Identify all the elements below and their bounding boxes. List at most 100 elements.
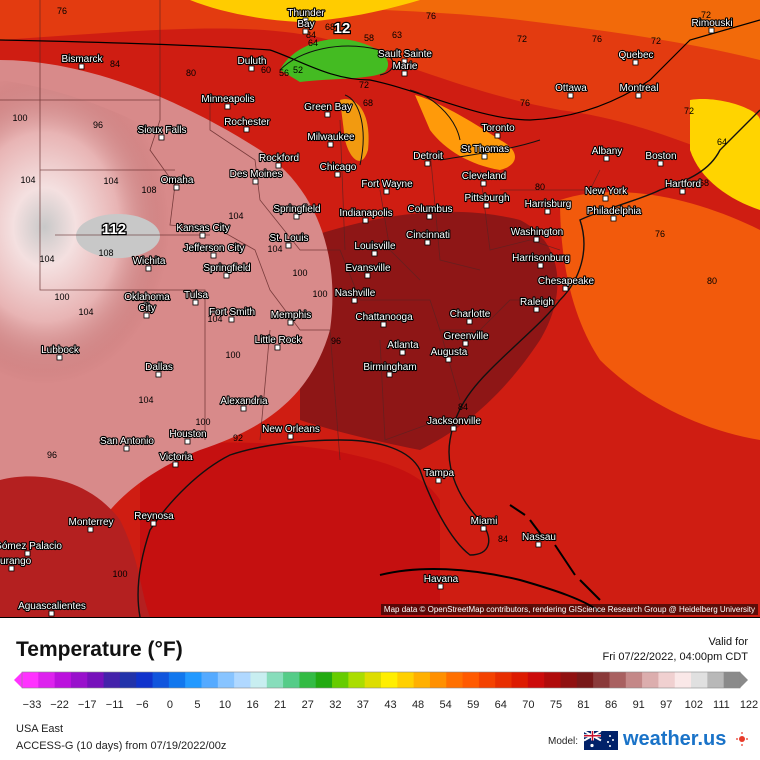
city-marker[interactable]: New Orleans <box>261 423 321 440</box>
city-marker[interactable]: Chicago <box>319 161 358 178</box>
city-marker[interactable]: Alexandria <box>219 395 269 412</box>
city-marker[interactable]: Springfield <box>202 262 252 279</box>
city-marker[interactable]: Fort Wayne <box>360 178 414 195</box>
city-marker[interactable]: Rockford <box>258 152 300 169</box>
brand-logo[interactable]: weather.us <box>623 728 727 750</box>
city-marker[interactable]: Charlotte <box>449 308 492 325</box>
city-dot-icon <box>437 583 444 590</box>
city-marker[interactable]: Rochester <box>223 116 272 133</box>
city-marker[interactable]: New York <box>584 185 629 202</box>
city-marker[interactable]: Tulsa <box>183 289 210 306</box>
city-marker[interactable]: Raleigh <box>519 296 555 313</box>
city-marker[interactable]: Marie <box>391 60 419 77</box>
city-marker[interactable]: Washington <box>510 226 564 243</box>
city-marker[interactable]: Harrisonburg <box>511 252 571 269</box>
city-dot-icon <box>293 213 300 220</box>
city-dot-icon <box>562 285 569 292</box>
city-marker[interactable]: Boston <box>644 150 678 167</box>
city-marker[interactable]: Kansas City <box>175 222 231 239</box>
city-marker[interactable]: Cleveland <box>461 170 507 187</box>
city-marker[interactable]: Duluth <box>236 55 268 72</box>
city-label: Gómez Palacio <box>0 541 62 552</box>
city-marker[interactable]: Greenville <box>442 330 490 347</box>
city-marker[interactable]: Indianapolis <box>338 207 394 224</box>
legend-swatch <box>593 672 610 688</box>
legend-swatch <box>152 672 170 688</box>
legend-tick-label: 37 <box>357 699 369 711</box>
city-label: Philadelphia <box>587 206 642 217</box>
city-label: Augusta <box>431 347 468 358</box>
city-marker[interactable]: Gómez Palacio <box>0 540 63 557</box>
legend-tick-label: 111 <box>713 699 730 711</box>
city-marker[interactable]: Augusta <box>430 346 469 363</box>
city-marker[interactable]: Jefferson City <box>182 242 246 259</box>
city-marker[interactable]: Nassau <box>521 531 557 548</box>
city-dot-icon <box>483 202 490 209</box>
city-marker[interactable]: Aguascalientes <box>17 600 87 617</box>
city-marker[interactable]: Durango <box>0 555 33 572</box>
city-label: Chattanooga <box>355 312 413 323</box>
weather-map[interactable]: 76 84 68 64 58 60 56 52 63 76 72 76 72 72 84 80 72 68 76 80… <box>0 0 760 618</box>
city-marker[interactable]: Atlanta <box>386 339 420 356</box>
city-marker[interactable]: Minneapolis <box>200 93 256 110</box>
legend-swatch <box>103 672 121 688</box>
city-marker[interactable]: Tampa <box>423 467 456 484</box>
city-marker[interactable]: Houston <box>168 428 208 445</box>
city-marker[interactable]: Jacksonville <box>426 415 482 432</box>
city-marker[interactable]: Louisville <box>353 240 397 257</box>
city-marker[interactable]: Rimouski <box>690 17 734 34</box>
mexico-field <box>0 476 150 617</box>
city-marker[interactable]: Oklahoma <box>123 291 171 308</box>
city-marker[interactable]: City <box>137 302 157 319</box>
city-marker[interactable]: Monterrey <box>67 516 115 533</box>
city-marker[interactable]: St Thomas <box>460 143 510 160</box>
city-marker[interactable]: Springfield <box>272 203 322 220</box>
city-marker[interactable]: Hartford <box>664 178 702 195</box>
legend-swatch <box>446 672 464 688</box>
city-marker[interactable]: Columbus <box>406 203 454 220</box>
city-marker[interactable]: Albany <box>591 145 623 162</box>
city-marker[interactable]: Memphis <box>270 309 312 326</box>
city-marker[interactable]: Birmingham <box>362 361 418 378</box>
city-marker[interactable]: Sioux Falls <box>136 124 188 141</box>
city-marker[interactable]: Omaha <box>160 174 195 191</box>
city-marker[interactable]: Wichita <box>132 255 167 272</box>
city-label: Monterrey <box>68 517 113 528</box>
city-marker[interactable]: Montreal <box>618 82 660 99</box>
cuba-coast <box>379 567 601 613</box>
city-marker[interactable]: Bismarck <box>60 53 105 70</box>
legend-tick-label: −22 <box>50 699 69 711</box>
city-marker[interactable]: Nashville <box>334 287 377 304</box>
city-marker[interactable]: Evansville <box>344 262 392 279</box>
city-marker[interactable]: Green Bay <box>303 101 353 118</box>
city-dot-icon <box>199 232 206 239</box>
city-marker[interactable]: Little Rock <box>254 334 303 351</box>
city-marker[interactable]: Thunder <box>286 7 326 24</box>
legend-swatch <box>136 672 154 688</box>
city-marker[interactable]: Des Moines <box>228 168 284 185</box>
city-label: Memphis <box>271 310 312 321</box>
city-marker[interactable]: Havana <box>423 573 460 590</box>
city-marker[interactable]: Miami <box>470 515 498 532</box>
city-marker[interactable]: Chesapeake <box>537 275 596 292</box>
city-marker[interactable]: Ottawa <box>554 82 588 99</box>
city-marker[interactable]: Milwaukee <box>306 131 356 148</box>
city-marker[interactable]: Chattanooga <box>354 311 414 328</box>
city-marker[interactable]: Detroit <box>412 150 444 167</box>
city-marker[interactable]: Sault Sainte <box>377 48 433 65</box>
city-marker[interactable]: Toronto <box>480 122 516 139</box>
city-marker[interactable]: Harrisburg <box>524 198 572 215</box>
city-marker[interactable]: Pittsburgh <box>463 192 511 209</box>
city-marker[interactable]: Fort Smith <box>208 306 256 323</box>
city-marker[interactable]: San Antonio <box>99 435 156 452</box>
city-marker[interactable]: Reynosa <box>133 510 175 527</box>
great-lakes-outline <box>279 45 541 166</box>
city-marker[interactable]: Bay <box>296 18 316 35</box>
city-marker[interactable]: Quebec <box>617 49 655 66</box>
city-marker[interactable]: Philadelphia <box>586 205 643 222</box>
city-marker[interactable]: St. Louis <box>268 232 310 249</box>
city-marker[interactable]: Dallas <box>144 361 174 378</box>
city-marker[interactable]: Cincinnati <box>405 229 451 246</box>
city-marker[interactable]: Victoria <box>158 451 194 468</box>
city-marker[interactable]: Lubbock <box>40 344 81 361</box>
